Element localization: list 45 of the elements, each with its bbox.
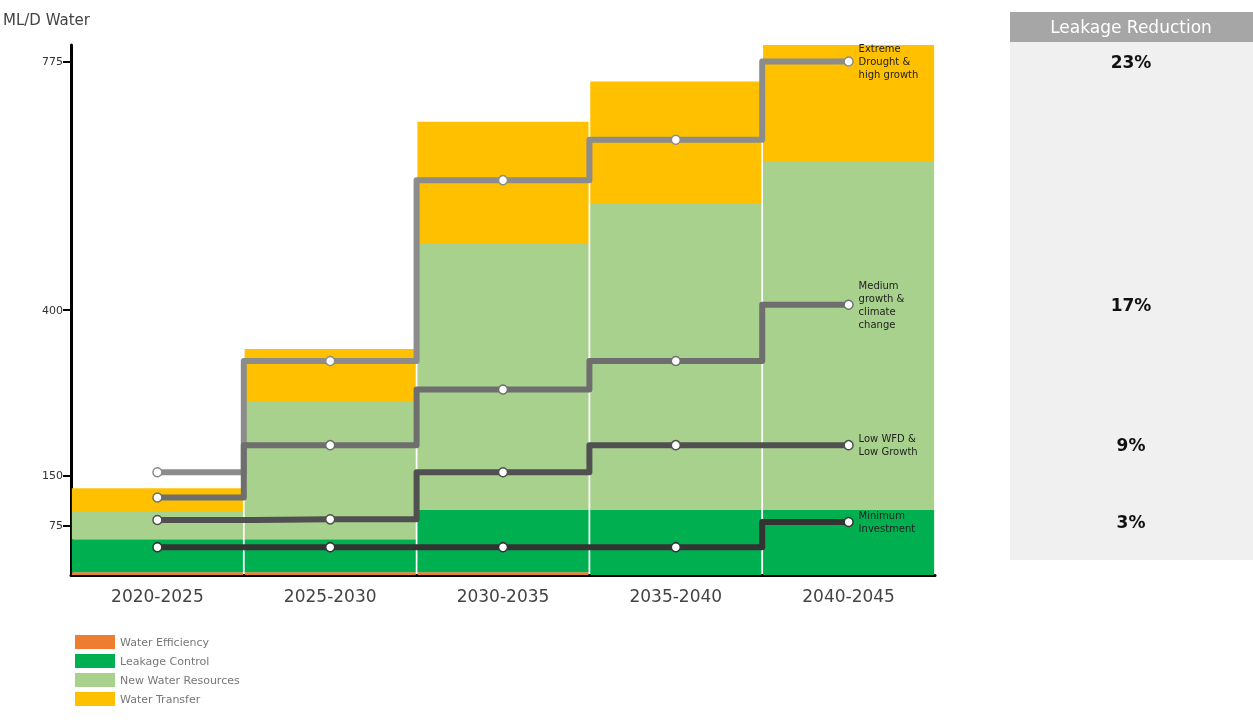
- x-tick-label: 2020-2025: [111, 585, 204, 606]
- x-tick-label: 2035-2040: [629, 585, 723, 606]
- point: [324, 439, 336, 451]
- point: [843, 516, 854, 528]
- text: 17%: [1110, 294, 1152, 315]
- text: 3%: [1116, 512, 1146, 532]
- legend-label: Leakage Control: [120, 654, 210, 668]
- series-label: Low WFD & Low Growth: [858, 433, 919, 458]
- x-tick-label: 2025-2030: [283, 585, 377, 606]
- point: [152, 492, 163, 503]
- legend-label: New Water Resources: [120, 673, 240, 687]
- point: [497, 384, 509, 395]
- legend-label: Water Efficiency: [120, 635, 210, 649]
- point: [152, 541, 163, 553]
- point: [152, 514, 163, 526]
- bar: [71, 539, 243, 573]
- x-tick-label: 2030-2035: [456, 585, 550, 606]
- point: [843, 56, 854, 67]
- text: Leakage Reduction: [1050, 17, 1212, 37]
- point: [843, 299, 854, 310]
- point: [152, 467, 163, 478]
- point: [670, 541, 682, 553]
- series-label: Extreme Drought & high growth: [858, 43, 919, 81]
- text: 9%: [1116, 435, 1146, 456]
- x-tick-label: 2040-2045: [802, 585, 895, 606]
- text: 23%: [1110, 51, 1152, 72]
- bar: [763, 45, 935, 161]
- point: [497, 174, 509, 186]
- bar: [763, 160, 935, 511]
- point: [324, 541, 336, 553]
- y-tick-label: 400: [42, 303, 63, 317]
- y-tick-label: 150: [42, 469, 63, 483]
- point: [670, 439, 682, 451]
- bar: [71, 572, 243, 575]
- y-tick-label: 775: [42, 55, 63, 69]
- y-tick-label: 75: [49, 518, 63, 532]
- y-axis-title: ML/D Water: [3, 10, 91, 29]
- series-label: Minimum Investment: [858, 510, 916, 534]
- legend-label: Water Transfer: [120, 692, 201, 706]
- point: [497, 541, 509, 553]
- bar: [763, 510, 935, 575]
- point: [324, 514, 336, 525]
- point: [843, 439, 854, 451]
- point: [497, 467, 509, 478]
- series-label: Medium growth & climate change: [858, 279, 908, 330]
